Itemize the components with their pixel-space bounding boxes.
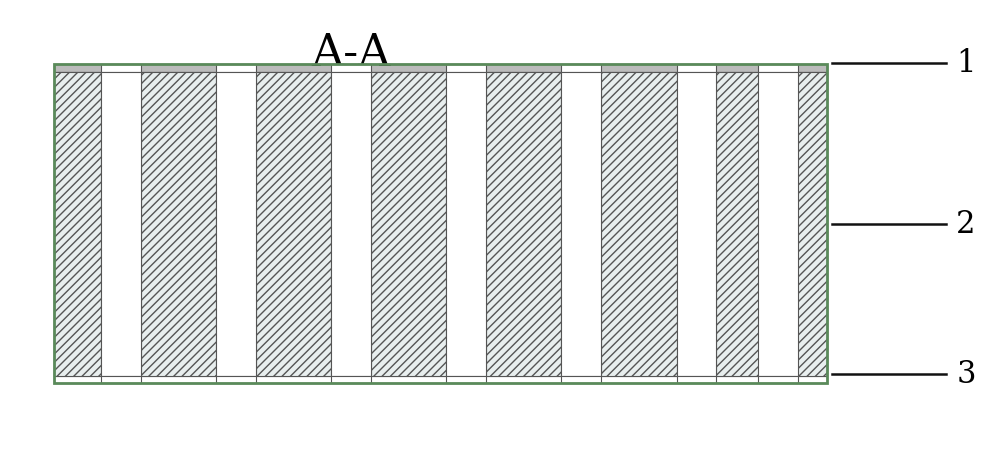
- Bar: [486, 72, 561, 376]
- Bar: [758, 64, 798, 383]
- Bar: [758, 64, 798, 72]
- Bar: [54, 72, 101, 376]
- Bar: [561, 64, 601, 383]
- Bar: [101, 64, 141, 72]
- Bar: [101, 64, 141, 383]
- Bar: [371, 72, 446, 376]
- Bar: [101, 72, 141, 376]
- Bar: [677, 64, 716, 383]
- Bar: [446, 64, 486, 72]
- Bar: [561, 376, 601, 383]
- Bar: [54, 72, 827, 376]
- Bar: [331, 376, 371, 383]
- Bar: [216, 64, 256, 72]
- Bar: [716, 72, 827, 376]
- Bar: [216, 72, 256, 376]
- Bar: [141, 72, 216, 376]
- Bar: [54, 64, 827, 72]
- Bar: [446, 64, 486, 383]
- Bar: [54, 64, 827, 383]
- Bar: [216, 64, 256, 383]
- Bar: [256, 72, 331, 376]
- Bar: [54, 64, 827, 383]
- Text: A-A: A-A: [312, 32, 391, 75]
- Bar: [677, 72, 716, 376]
- Bar: [561, 64, 601, 72]
- Text: 1: 1: [956, 47, 976, 79]
- Bar: [331, 72, 371, 376]
- Bar: [758, 72, 798, 376]
- Bar: [446, 376, 486, 383]
- Bar: [331, 64, 371, 72]
- Bar: [758, 376, 798, 383]
- Bar: [561, 72, 601, 376]
- Text: 2: 2: [956, 208, 976, 239]
- Bar: [216, 376, 256, 383]
- Bar: [677, 64, 716, 72]
- Bar: [446, 72, 486, 376]
- Text: 3: 3: [956, 359, 976, 390]
- Bar: [101, 376, 141, 383]
- Bar: [331, 64, 371, 383]
- Bar: [601, 72, 677, 376]
- Bar: [677, 376, 716, 383]
